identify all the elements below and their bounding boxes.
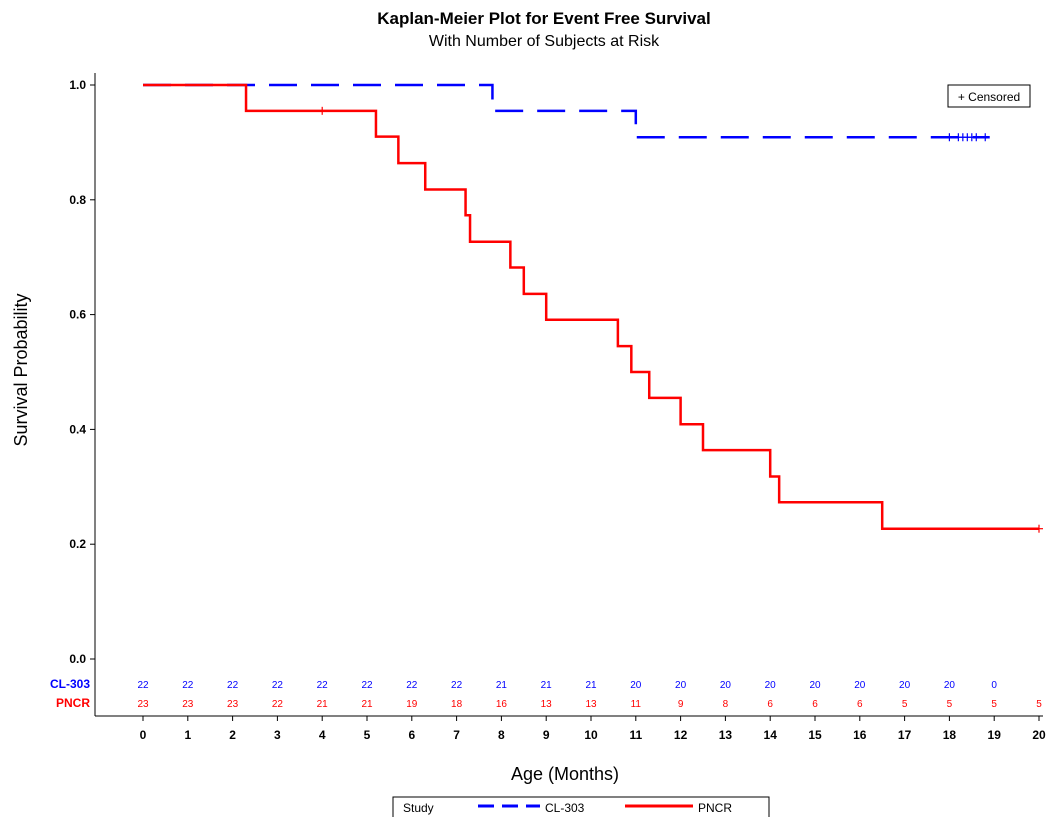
x-tick-label: 13 [719, 728, 733, 742]
risk-count: 22 [272, 680, 284, 691]
risk-count: 22 [317, 680, 329, 691]
risk-count: 22 [406, 680, 418, 691]
risk-count: 23 [227, 699, 239, 710]
risk-count: 13 [585, 699, 597, 710]
x-tick-label: 7 [453, 728, 460, 742]
risk-count: 20 [854, 680, 866, 691]
risk-count: 21 [585, 680, 597, 691]
risk-count: 20 [944, 680, 956, 691]
risk-count: 23 [182, 699, 194, 710]
x-tick-label: 8 [498, 728, 505, 742]
risk-count: 18 [451, 699, 463, 710]
risk-count: 21 [496, 680, 508, 691]
y-tick-label: 0.8 [69, 193, 86, 207]
risk-count: 6 [857, 699, 863, 710]
x-tick-label: 4 [319, 728, 326, 742]
y-tick-label: 0.0 [69, 652, 86, 666]
risk-count: 13 [541, 699, 553, 710]
y-tick-label: 1.0 [69, 78, 86, 92]
legend-label-pncr: PNCR [698, 801, 732, 815]
chart-subtitle: With Number of Subjects at Risk [429, 33, 660, 50]
series-layer [143, 83, 1043, 533]
x-tick-label: 18 [943, 728, 957, 742]
x-tick-label: 1 [184, 728, 191, 742]
x-tick-label: 11 [629, 728, 642, 742]
risk-count: 22 [182, 680, 194, 691]
censored-legend-text: + Censored [958, 90, 1020, 104]
y-axis-label: Survival Probability [11, 293, 31, 446]
x-axis-label: Age (Months) [511, 764, 619, 784]
legend-title: Study [403, 801, 434, 815]
risk-count: 20 [675, 680, 687, 691]
risk-count: 20 [630, 680, 642, 691]
risk-count: 5 [1036, 699, 1042, 710]
chart-title: Kaplan-Meier Plot for Event Free Surviva… [377, 9, 710, 28]
risk-row-label: CL-303 [50, 677, 90, 691]
x-tick-label: 5 [364, 728, 371, 742]
risk-count: 5 [902, 699, 908, 710]
risk-count: 16 [496, 699, 508, 710]
risk-count: 20 [765, 680, 777, 691]
risk-count: 20 [899, 680, 911, 691]
x-tick-label: 16 [853, 728, 867, 742]
risk-count: 5 [991, 699, 997, 710]
risk-count: 11 [631, 699, 642, 710]
x-tick-label: 2 [229, 728, 236, 742]
risk-count: 6 [767, 699, 773, 710]
risk-count: 22 [272, 699, 284, 710]
risk-count: 20 [809, 680, 821, 691]
risk-count: 21 [317, 699, 329, 710]
axis-ticks: 0.00.20.40.60.81.00 1 2 3 4 5 6 7 8 9 10 11 12 13 14 15… [69, 78, 1046, 742]
x-tick-label: 6 [408, 728, 415, 742]
risk-count: 22 [361, 680, 373, 691]
risk-count: 22 [227, 680, 239, 691]
risk-count: 21 [361, 699, 373, 710]
risk-count: 22 [137, 680, 149, 691]
x-tick-label: 20 [1032, 728, 1046, 742]
x-tick-label: 10 [584, 728, 598, 742]
risk-count: 23 [137, 699, 149, 710]
x-tick-label: 19 [988, 728, 1002, 742]
risk-table: CL-303 22 22 22 22 22 22 22 22 21 21 21 20 20 20 20 20 20… [50, 677, 1042, 710]
risk-row-label: PNCR [56, 696, 90, 710]
x-tick-label: 12 [674, 728, 688, 742]
x-tick-label: 14 [764, 728, 778, 742]
risk-count: 21 [541, 680, 553, 691]
risk-count: 20 [720, 680, 732, 691]
x-tick-label: 17 [898, 728, 912, 742]
risk-count: 8 [723, 699, 729, 710]
y-tick-label: 0.2 [69, 537, 86, 551]
x-tick-label: 9 [543, 728, 550, 742]
study-legend: Study CL-303 PNCR [392, 796, 770, 817]
series-line-pncr [143, 83, 1039, 530]
y-tick-label: 0.6 [69, 308, 86, 322]
risk-count: 22 [451, 680, 463, 691]
risk-count: 9 [678, 699, 684, 710]
risk-count: 6 [812, 699, 818, 710]
plot-area [94, 73, 1043, 717]
x-tick-label: 15 [808, 728, 822, 742]
risk-count: 19 [406, 699, 418, 710]
risk-count: 5 [947, 699, 953, 710]
censored-legend: + Censored [947, 84, 1031, 108]
legend-label-cl303: CL-303 [545, 801, 585, 815]
series-line-cl-303 [143, 83, 990, 139]
y-tick-label: 0.4 [69, 422, 86, 436]
x-tick-label: 0 [140, 728, 147, 742]
x-tick-label: 3 [274, 728, 281, 742]
risk-count: 0 [991, 680, 997, 691]
